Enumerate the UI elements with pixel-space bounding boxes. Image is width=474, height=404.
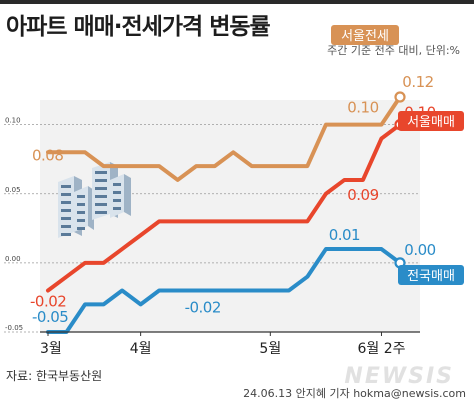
axis-layer: 0.10 0.05 0.00 -0.05 3월 4월 5월 6월 2주	[5, 117, 420, 357]
legend-badge-label: 서울매매	[407, 115, 455, 130]
legend-badge-label: 서울전세	[341, 29, 389, 44]
building-window-row	[95, 187, 107, 190]
building-window-row	[61, 201, 71, 204]
data-label: 0.10	[347, 99, 378, 117]
building-face	[110, 174, 124, 218]
credit-line: 24.06.13 안지혜 기자 hokma@newsis.com	[243, 387, 466, 400]
building-face	[74, 186, 88, 232]
building-window-row	[61, 185, 71, 188]
source-note: 자료: 한국부동산원	[6, 369, 103, 383]
building-window-row	[61, 193, 71, 196]
legend-badge	[398, 111, 464, 131]
x-tick-label: 6월 2주	[357, 341, 405, 357]
legend-badge	[398, 265, 464, 285]
building-window-row	[113, 191, 121, 194]
building-window-row	[61, 217, 71, 220]
building-window-row	[95, 195, 107, 198]
series-line	[46, 247, 402, 334]
data-label: 0.09	[347, 186, 378, 204]
data-label: 0.00	[404, 241, 435, 259]
x-tick-label: 3월	[40, 341, 62, 357]
top-accent-bar	[0, 0, 474, 4]
newsis-watermark: NEWSIS	[344, 364, 454, 389]
y-tick-label: 0.00	[5, 255, 21, 263]
building-window-row	[77, 211, 85, 214]
data-label: 0.08	[32, 146, 63, 164]
data-label: -0.02	[30, 293, 66, 311]
building-window-row	[77, 227, 85, 230]
data-labels-layer: 0.080.100.12-0.020.090.10-0.05-0.020.010…	[30, 25, 464, 326]
data-label: -0.05	[32, 308, 68, 326]
chart-subtitle: 주간 기준 전주 대비, 단위:%	[327, 44, 460, 57]
building-window-row	[95, 211, 107, 214]
x-tick-label: 5월	[259, 341, 281, 357]
building-window-row	[95, 171, 107, 174]
building-window-row	[61, 233, 71, 236]
building-window-row	[113, 199, 121, 202]
building-window-row	[95, 203, 107, 206]
building-window-row	[77, 195, 85, 198]
series-endpoint-marker	[394, 91, 406, 103]
data-label: 0.01	[329, 226, 360, 244]
legend-badge-label: 전국매매	[407, 269, 455, 284]
building-window-row	[77, 219, 85, 222]
data-label: 0.12	[402, 73, 433, 91]
building-window-row	[77, 203, 85, 206]
building-illustration-icon	[58, 162, 131, 238]
building-window-row	[61, 225, 71, 228]
building-window-row	[95, 179, 107, 182]
chart-title: 아파트 매매·전세가격 변동률	[6, 14, 271, 40]
legend-badge	[331, 25, 399, 45]
building-window-row	[113, 183, 121, 186]
y-tick-label: 0.05	[5, 186, 21, 194]
y-tick-label: 0.10	[5, 117, 21, 125]
data-label: -0.02	[185, 299, 221, 317]
series-line	[46, 122, 402, 293]
x-tick-label: 4월	[130, 341, 152, 357]
building-face	[58, 176, 74, 238]
series-line	[46, 95, 402, 182]
building-window-row	[113, 207, 121, 210]
y-tick-label: -0.05	[5, 324, 23, 332]
building-side	[124, 174, 131, 216]
building-window-row	[61, 209, 71, 212]
